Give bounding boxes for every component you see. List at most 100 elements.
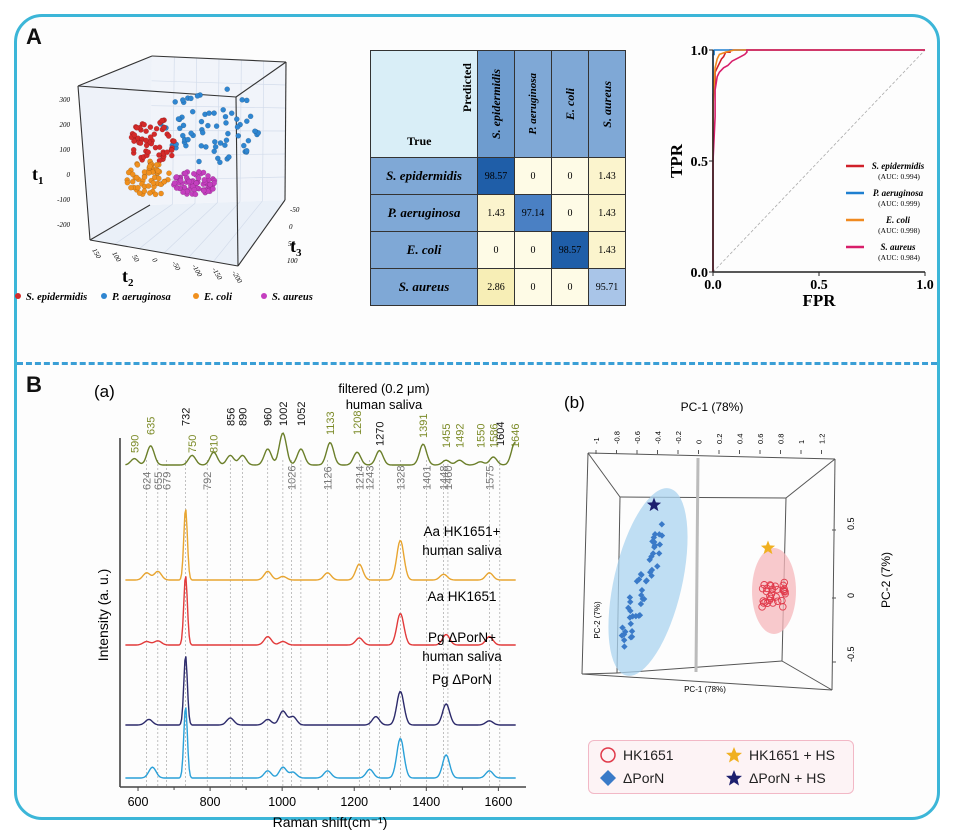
scatter-point <box>158 190 164 197</box>
tick-label: 300 <box>59 96 71 104</box>
y-axis-label: PC-2 (7%) <box>879 552 893 608</box>
column-header: E. coli <box>551 50 589 158</box>
scatter-point <box>228 110 235 116</box>
peak-label-green: 1586 <box>488 424 500 448</box>
y-axis-label-inner: PC-2 (7%) <box>593 601 602 639</box>
legend-label: S. epidermidis <box>872 161 925 171</box>
x-tick-label: 600 <box>128 795 149 809</box>
peak-label-gray: 1126 <box>323 466 335 490</box>
scatter-point <box>129 178 136 185</box>
x-tick-label: 1.0 <box>916 278 934 293</box>
cube-edge <box>77 85 91 241</box>
scatter-point <box>147 134 154 140</box>
data-point-hk1651 <box>780 578 789 587</box>
scatter-point <box>247 113 254 120</box>
diagonal-reference <box>712 49 926 273</box>
data-point-hk1651 <box>767 582 775 590</box>
y-tick-label: 1.0 <box>691 44 709 59</box>
scatter-point <box>168 147 175 153</box>
grid-line <box>114 203 173 245</box>
scatter-point <box>133 125 140 131</box>
cube-edge <box>235 61 287 98</box>
pca-3d-pc: (b) PC-1 (78%) -1 -0.8 -0.6 -0.4 -0.2 0 0.2 0.4 0.… <box>564 393 893 694</box>
true-label: True <box>407 134 432 148</box>
tick-label: 150 <box>90 247 102 261</box>
peak-label-black: 1052 <box>296 402 308 426</box>
scatter-point <box>217 159 223 166</box>
scatter-point <box>143 137 149 144</box>
scatter-point <box>131 132 138 138</box>
x-tick-label: 0.8 <box>777 434 786 444</box>
scatter-point <box>200 187 207 194</box>
matrix-cell: 97.14 <box>514 194 552 232</box>
peak-label-gray: 1243 <box>365 466 377 490</box>
spectrum-label: Pg ΔPorN+ <box>428 630 496 645</box>
peak-label-green: 635 <box>146 417 158 435</box>
data-point-hk1651 <box>763 599 772 607</box>
x-tick-label: 800 <box>200 795 221 809</box>
x-tick-label: -0.8 <box>613 431 622 444</box>
x-tick-label: 0.2 <box>715 434 724 444</box>
scatter-point <box>172 99 178 105</box>
scatter-point <box>199 129 206 136</box>
matrix-cell: 1.43 <box>588 231 626 269</box>
x-axis-label-inner: PC-1 (78%) <box>684 685 726 694</box>
row-header: E. coli <box>370 231 478 269</box>
cube-edge <box>151 55 287 63</box>
scatter-point <box>205 122 211 129</box>
data-point-porn <box>632 612 640 620</box>
data-point-porn <box>654 563 661 570</box>
subpanel-label-b: (b) <box>564 393 585 412</box>
matrix-cell: 0 <box>514 268 552 306</box>
box-edge <box>581 452 589 675</box>
scatter-point <box>161 124 167 131</box>
matrix-cell: 98.57 <box>551 231 589 269</box>
box-edge <box>587 452 836 460</box>
scatter-point <box>180 189 186 195</box>
scatter-point <box>252 128 258 134</box>
data-point-porn <box>649 538 656 545</box>
box-edge <box>581 672 618 675</box>
peak-label-green: 1492 <box>454 424 466 448</box>
section-divider <box>17 362 937 365</box>
peak-label-green: 1208 <box>352 411 364 435</box>
data-point-porn <box>627 598 634 606</box>
peak-label-green: 1455 <box>441 424 453 448</box>
scatter-point <box>198 142 205 149</box>
tick-label: -200 <box>230 269 244 285</box>
scatter-point <box>233 116 240 122</box>
scatter-point <box>193 180 200 186</box>
cube-edge <box>237 199 286 267</box>
data-point-hk1651 <box>779 586 787 594</box>
cube-edge <box>89 204 151 241</box>
peak-label-gray: 1401 <box>422 466 434 490</box>
cube-edge <box>77 85 237 98</box>
scatter-point <box>136 190 143 196</box>
data-point-porn <box>658 521 666 528</box>
matrix-cell: 0 <box>551 157 589 195</box>
legend-label: P. aeruginosa <box>112 292 171 303</box>
peak-label-gray: 679 <box>161 472 173 490</box>
scatter-point <box>128 184 134 191</box>
data-point-porn <box>628 633 636 640</box>
peak-label-black: 1002 <box>278 402 290 426</box>
legend-item: HK1651 + HS <box>725 746 835 764</box>
tick-label: -150 <box>210 266 224 282</box>
tick-label: -50 <box>170 260 182 273</box>
scatter-point <box>133 174 140 181</box>
scatter-point <box>210 186 216 192</box>
peak-label-green: 750 <box>187 435 199 453</box>
axis-label-t2: t2 <box>122 266 134 289</box>
grid-line <box>163 202 218 254</box>
data-point-porn <box>643 577 650 584</box>
scatter-point <box>131 138 137 144</box>
scatter-point <box>145 183 152 189</box>
tick-label: 50 <box>288 240 296 248</box>
axis-label-t1: t1 <box>32 164 44 187</box>
scatter-point <box>129 171 136 178</box>
scatter-point <box>155 168 161 174</box>
peak-label-gray: 1328 <box>395 466 407 490</box>
scatter-point <box>146 163 153 170</box>
scatter-point <box>198 118 205 125</box>
legend-label: E. coli <box>203 292 232 303</box>
